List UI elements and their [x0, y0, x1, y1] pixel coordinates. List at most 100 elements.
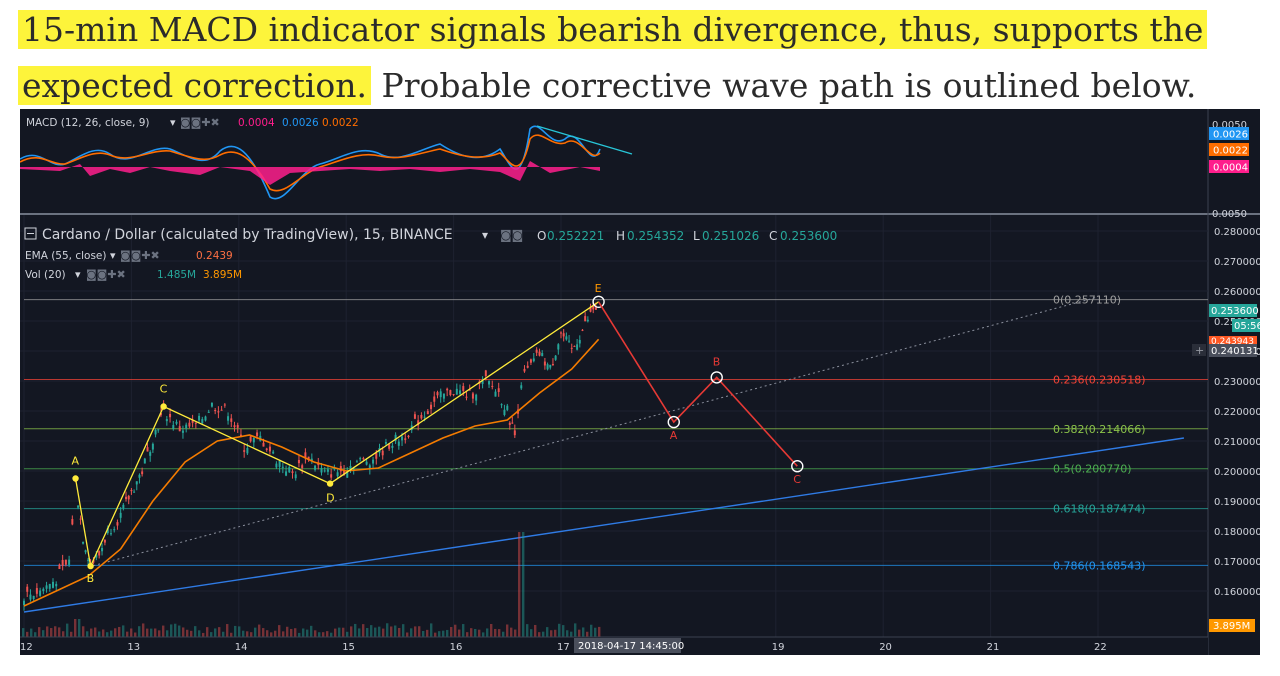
macd-divergence-line[interactable]	[536, 125, 633, 155]
candle-body	[349, 465, 352, 469]
chevron-down-icon[interactable]: ▾	[110, 249, 116, 262]
collapse-icon[interactable]	[24, 227, 37, 240]
volume-bar	[586, 631, 589, 637]
candle-body	[336, 472, 339, 477]
candle-body	[310, 458, 313, 461]
volume-bar	[526, 624, 529, 637]
x-tick-label: 16	[450, 642, 463, 653]
candle-body	[375, 452, 378, 459]
volume-bar	[534, 624, 537, 637]
candle-body	[365, 461, 368, 465]
candle-body	[272, 451, 275, 454]
pane-controls-icon[interactable]: ◙◙✚✖	[120, 249, 160, 262]
volume-bar	[366, 628, 369, 637]
candle-body	[297, 460, 300, 464]
candle-body	[562, 333, 565, 337]
chevron-down-icon[interactable]: ▾	[75, 268, 81, 281]
pane-controls-icon[interactable]: ◙◙✚✖	[180, 116, 220, 129]
candle-body	[551, 363, 554, 365]
volume-bars	[22, 532, 601, 637]
volume-bar	[146, 628, 149, 637]
signal-badge	[1209, 143, 1249, 156]
candle-body	[256, 432, 259, 437]
elliott-waves[interactable]: A B C D E A B C	[72, 282, 804, 585]
chevron-down-icon[interactable]: ▾	[482, 228, 488, 242]
candle-body	[497, 388, 500, 393]
pane-controls-icon[interactable]: ◙◙	[500, 228, 523, 242]
volume-bar	[554, 629, 557, 637]
volume-bar	[258, 624, 261, 637]
wave-point	[87, 562, 94, 570]
last-price-badge	[1209, 304, 1257, 317]
candle-body	[58, 564, 61, 569]
trendlines[interactable]	[23, 296, 1185, 613]
volume-bar	[538, 632, 541, 637]
volume-bar	[422, 630, 425, 637]
volume-bar	[398, 627, 401, 637]
candle-body	[68, 559, 71, 565]
volume-bar	[386, 623, 389, 637]
candle-body	[541, 353, 544, 357]
volume-bar	[542, 631, 545, 637]
candle-body	[439, 391, 442, 398]
plus-icon[interactable]	[1192, 344, 1206, 356]
candle-body	[529, 359, 532, 363]
volume-bar	[222, 631, 225, 637]
candle-body	[594, 307, 597, 310]
chevron-down-icon[interactable]: ▾	[170, 116, 176, 129]
volume-bar	[446, 629, 449, 637]
macd-value: 0.0026	[282, 117, 319, 129]
volume-bar	[94, 627, 97, 637]
volume-bar	[102, 629, 105, 637]
ohlc-o-label: O	[537, 229, 546, 243]
candle-body	[42, 588, 45, 592]
candle-body	[394, 434, 397, 441]
candle-body	[543, 361, 546, 366]
candle-body	[39, 590, 42, 596]
candle-body	[546, 364, 549, 370]
candle-body	[217, 411, 220, 413]
x-tick-label: 20	[879, 642, 892, 653]
ema-legend[interactable]: EMA (55, close)	[25, 250, 107, 262]
y-tick-label: 0.270000	[1214, 257, 1260, 268]
x-tick-label: 22	[1094, 642, 1107, 653]
candle-body	[560, 332, 562, 334]
candle-body	[511, 422, 514, 424]
fibonacci-levels[interactable]: 0(0.257110) 0.236(0.230518) 0.382(0.214066…	[24, 294, 1208, 573]
candle-body	[198, 415, 201, 421]
volume-bar	[298, 632, 301, 637]
candle-body	[430, 404, 433, 410]
tradingview-chart[interactable]: MACD (12, 26, close, 9) ▾ ◙◙✚✖ 0.0004 0.…	[20, 109, 1260, 655]
volume-bar	[182, 627, 185, 637]
volume-bar	[178, 625, 181, 637]
wave-label-a: A	[72, 455, 80, 468]
macd-badge	[1209, 127, 1249, 140]
volume-bar	[506, 624, 509, 637]
x-tick-label: 12	[20, 642, 33, 653]
volume-bar	[426, 629, 429, 637]
volume-bar	[390, 626, 393, 637]
volume-bar	[190, 630, 193, 637]
volume-bar	[254, 627, 257, 637]
y-tick-label: 0.230000	[1214, 377, 1260, 388]
candle-body	[265, 448, 268, 450]
candle-body	[384, 442, 387, 444]
projected-label-b: B	[713, 355, 721, 368]
volume-bar	[78, 619, 81, 637]
candle-body	[301, 465, 304, 469]
symbol-title[interactable]: Cardano / Dollar (calculated by TradingV…	[42, 227, 453, 243]
candle-body	[468, 389, 471, 391]
volume-bar	[282, 631, 285, 637]
vol-legend[interactable]: Vol (20)	[25, 269, 66, 281]
volume-bar	[486, 628, 489, 637]
volume-bar	[382, 628, 385, 637]
volume-bar	[370, 625, 373, 637]
volume-bar	[58, 627, 61, 637]
candle-body	[578, 339, 581, 344]
volume-bar	[134, 632, 137, 637]
candle-body	[165, 419, 168, 422]
candle-body	[159, 412, 162, 416]
pane-controls-icon[interactable]: ◙◙✚✖	[86, 268, 126, 281]
candle-body	[526, 365, 529, 368]
y-tick-label: 0.260000	[1214, 287, 1260, 298]
